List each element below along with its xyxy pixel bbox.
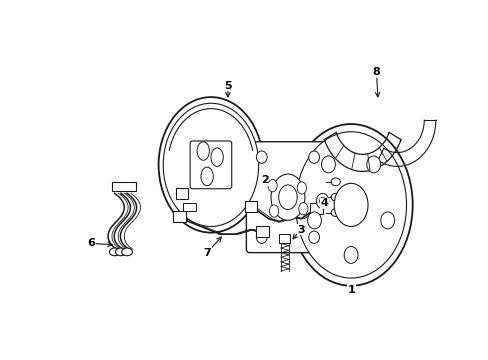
Text: 7: 7 xyxy=(203,248,210,258)
Ellipse shape xyxy=(256,231,266,243)
Ellipse shape xyxy=(210,148,223,166)
Ellipse shape xyxy=(298,203,307,215)
Bar xyxy=(256,226,268,237)
Ellipse shape xyxy=(330,209,340,216)
Ellipse shape xyxy=(197,142,209,160)
Text: 4: 4 xyxy=(320,198,327,208)
Ellipse shape xyxy=(308,151,319,163)
Ellipse shape xyxy=(201,167,213,186)
Ellipse shape xyxy=(256,151,266,163)
Text: 6: 6 xyxy=(87,238,95,248)
Ellipse shape xyxy=(316,193,328,209)
Ellipse shape xyxy=(297,182,306,194)
Bar xyxy=(244,201,257,212)
Bar xyxy=(310,203,322,214)
Ellipse shape xyxy=(295,132,406,278)
Bar xyxy=(111,182,136,191)
Ellipse shape xyxy=(289,124,412,286)
Ellipse shape xyxy=(115,248,126,256)
Ellipse shape xyxy=(344,247,357,264)
FancyBboxPatch shape xyxy=(246,142,329,253)
Ellipse shape xyxy=(269,205,278,217)
Ellipse shape xyxy=(307,212,321,229)
Text: 8: 8 xyxy=(372,67,380,77)
Ellipse shape xyxy=(321,156,335,173)
Ellipse shape xyxy=(122,248,132,256)
Ellipse shape xyxy=(319,197,325,205)
Ellipse shape xyxy=(270,174,305,220)
Ellipse shape xyxy=(330,178,340,186)
FancyBboxPatch shape xyxy=(190,141,231,189)
Ellipse shape xyxy=(163,103,258,226)
Bar xyxy=(183,203,195,211)
Text: 3: 3 xyxy=(297,225,304,235)
Bar xyxy=(175,188,187,199)
Bar xyxy=(173,211,185,222)
Ellipse shape xyxy=(308,231,319,243)
Ellipse shape xyxy=(366,156,380,173)
Ellipse shape xyxy=(333,183,367,226)
Ellipse shape xyxy=(330,193,340,201)
Text: 5: 5 xyxy=(224,81,231,91)
Bar xyxy=(279,234,290,243)
Text: 2: 2 xyxy=(261,175,268,185)
Ellipse shape xyxy=(267,180,277,192)
Text: 1: 1 xyxy=(346,285,354,294)
Ellipse shape xyxy=(158,97,263,233)
Ellipse shape xyxy=(278,185,297,210)
Ellipse shape xyxy=(380,212,394,229)
Ellipse shape xyxy=(109,248,120,256)
